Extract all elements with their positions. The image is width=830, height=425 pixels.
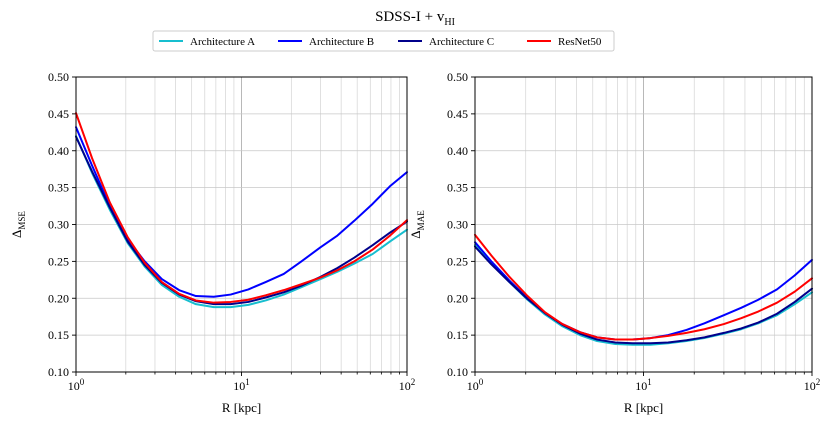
chart-mae-grid <box>474 76 813 373</box>
legend-entry-architecture-a: Architecture A <box>159 36 255 48</box>
chart-mse-y-tick-label: 0.45 <box>48 107 69 121</box>
chart-mae-y-tick-label: 0.10 <box>447 365 468 379</box>
chart-mse-y-tick-label: 0.15 <box>48 328 69 342</box>
chart-mae-x-axis-label: R [kpc] <box>624 400 663 415</box>
chart-mse-x-tick-label: 102 <box>399 377 416 393</box>
panel-mse: 0.10 0.15 0.20 0.25 0.30 0.35 0.40 0.45 0.50 100 1… <box>9 70 415 415</box>
chart-mse-series-architecture-c <box>75 135 408 306</box>
chart-mse-y-tick-label: 0.25 <box>48 254 69 268</box>
chart-mae-axes-frame <box>474 76 813 373</box>
legend-label-architecture-b: Architecture B <box>309 36 374 48</box>
chart-mae-series-architecture-c <box>474 245 813 345</box>
figure-title-subscript: HI <box>444 17 455 28</box>
chart-mae-y-tick-label: 0.35 <box>447 181 468 195</box>
chart-mae-x-tick-label: 102 <box>804 377 821 393</box>
legend-label-resnet50: ResNet50 <box>558 36 602 48</box>
chart-mse-grid <box>75 76 408 373</box>
chart-mse-axes-frame <box>75 76 408 373</box>
panel-mae: 0.10 0.15 0.20 0.25 0.30 0.35 0.40 0.45 0.50 100 1… <box>408 70 820 415</box>
legend-label-architecture-c: Architecture C <box>429 36 494 48</box>
chart-mae-y-tick-label: 0.25 <box>447 254 468 268</box>
chart-mse-y-tick-label: 0.50 <box>48 70 69 84</box>
chart-mse-y-tick-label: 0.35 <box>48 181 69 195</box>
figure-title: SDSS-I + vHI <box>375 9 455 28</box>
chart-mae-y-tick-label: 0.30 <box>447 218 468 232</box>
chart-mse-y-axis-label: ΔMSE <box>9 211 27 238</box>
chart-mae-y-tick-label: 0.20 <box>447 291 468 305</box>
chart-mse-y-tick-label: 0.30 <box>48 218 69 232</box>
legend-label-architecture-a: Architecture A <box>190 36 255 48</box>
chart-mae-series-resnet50 <box>474 233 813 341</box>
chart-mae-y-axis-label: ΔMAE <box>408 210 426 239</box>
legend-entry-resnet50: ResNet50 <box>527 36 602 48</box>
legend-entry-architecture-b: Architecture B <box>278 36 374 48</box>
chart-mse-y-tick-label: 0.40 <box>48 144 69 158</box>
chart-mae-y-tick-label: 0.50 <box>447 70 468 84</box>
chart-mae-y-tick-label: 0.15 <box>447 328 468 342</box>
legend: Architecture A Architecture B Architectu… <box>152 30 615 52</box>
chart-mae-x-tick-label: 101 <box>635 377 652 393</box>
chart-mae-x-tick-label: 100 <box>467 377 484 393</box>
chart-mse-y-tick-label: 0.20 <box>48 291 69 305</box>
chart-mse-x-tick-label: 101 <box>233 377 250 393</box>
chart-mae-y-tick-label: 0.45 <box>447 107 468 121</box>
chart-mse-y-tick-label: 0.10 <box>48 365 69 379</box>
chart-mae-y-tick-label: 0.40 <box>447 144 468 158</box>
legend-entry-architecture-c: Architecture C <box>398 36 494 48</box>
chart-mse-x-axis-label: R [kpc] <box>222 400 261 415</box>
chart-mse-series-resnet50 <box>75 112 408 304</box>
legend-frame <box>152 30 615 52</box>
chart-mse-x-tick-label: 100 <box>68 377 85 393</box>
